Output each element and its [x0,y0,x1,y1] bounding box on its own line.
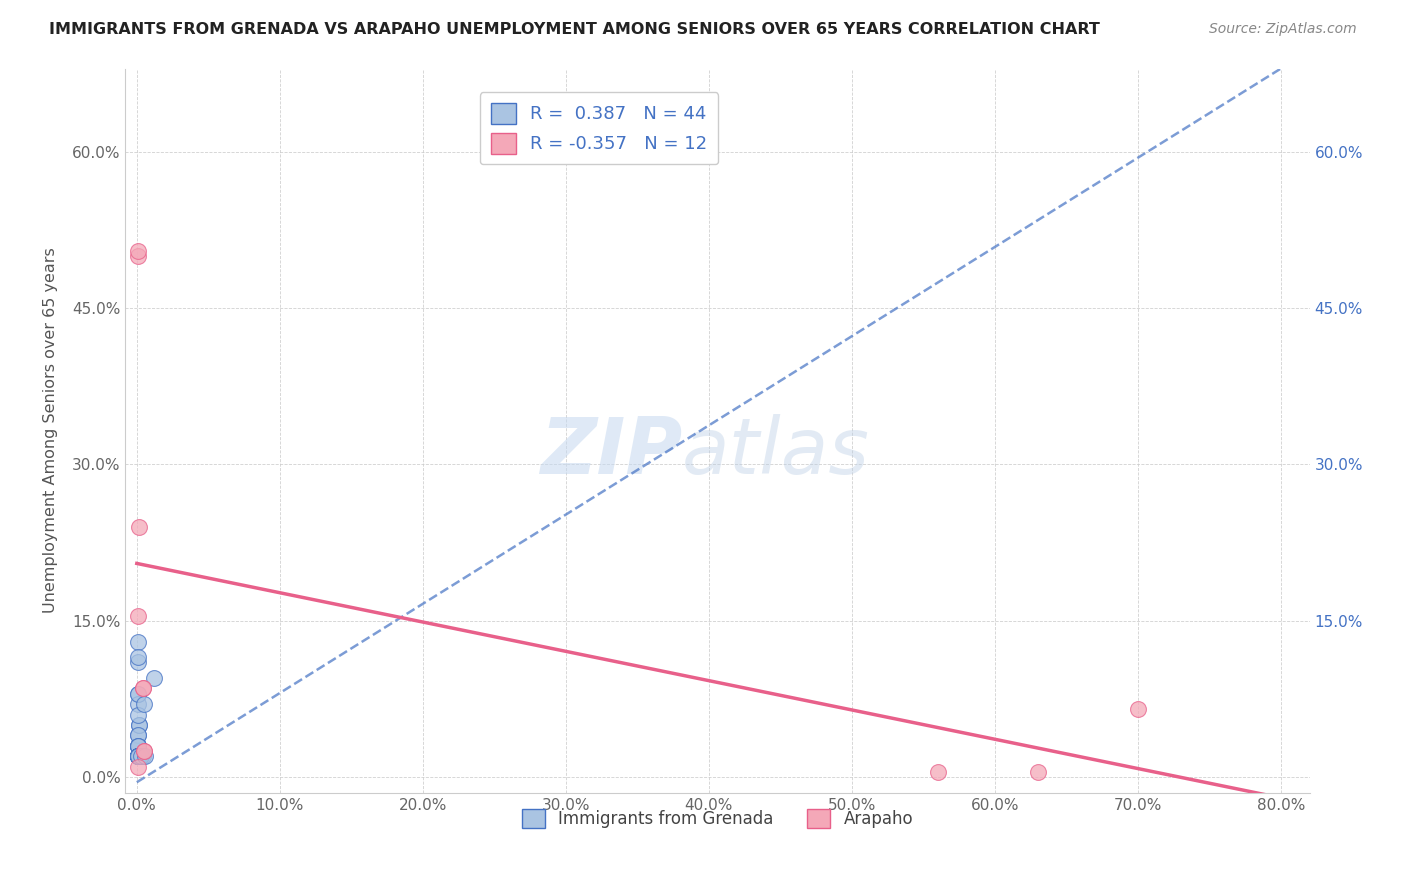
Point [127,687,149,701]
Point [127,749,149,764]
Point [128,749,150,764]
Point [127,728,149,742]
Point [131,681,153,696]
Legend: Immigrants from Grenada, Arapaho: Immigrants from Grenada, Arapaho [515,803,920,835]
Point [134,749,156,764]
Point [127,749,149,764]
Point [127,749,149,764]
Text: Source: ZipAtlas.com: Source: ZipAtlas.com [1209,22,1357,37]
Point [127,749,149,764]
Point [132,744,155,758]
Point [127,687,149,701]
Point [127,608,149,623]
Point [1026,764,1049,779]
Point [129,749,152,764]
Point [127,749,149,764]
Point [127,707,149,722]
Point [131,749,153,764]
Point [143,671,166,685]
Y-axis label: Unemployment Among Seniors over 65 years: Unemployment Among Seniors over 65 years [44,248,58,614]
Point [127,244,149,258]
Point [128,520,150,534]
Point [127,749,149,764]
Point [127,739,149,753]
Point [127,749,149,764]
Point [127,749,149,764]
Point [127,697,149,711]
Point [127,749,149,764]
Point [127,749,149,764]
Point [127,749,149,764]
Point [927,764,949,779]
Point [127,749,149,764]
Point [129,749,152,764]
Point [127,749,149,764]
Point [127,739,149,753]
Point [127,749,149,764]
Point [127,749,149,764]
Point [127,739,149,753]
Point [127,650,149,665]
Point [128,718,150,732]
Point [131,681,153,696]
Point [127,749,149,764]
Point [127,656,149,670]
Point [127,749,149,764]
Point [127,749,149,764]
Point [127,728,149,742]
Point [127,634,149,648]
Point [127,749,149,764]
Text: IMMIGRANTS FROM GRENADA VS ARAPAHO UNEMPLOYMENT AMONG SENIORS OVER 65 YEARS CORR: IMMIGRANTS FROM GRENADA VS ARAPAHO UNEMP… [49,22,1099,37]
Point [127,739,149,753]
Point [127,249,149,263]
Point [132,744,155,758]
Text: atlas: atlas [682,414,870,491]
Point [127,749,149,764]
Point [127,759,149,773]
Point [1126,702,1149,716]
Point [132,697,155,711]
Point [127,739,149,753]
Point [128,749,150,764]
Point [128,718,150,732]
Text: ZIP: ZIP [540,414,682,491]
